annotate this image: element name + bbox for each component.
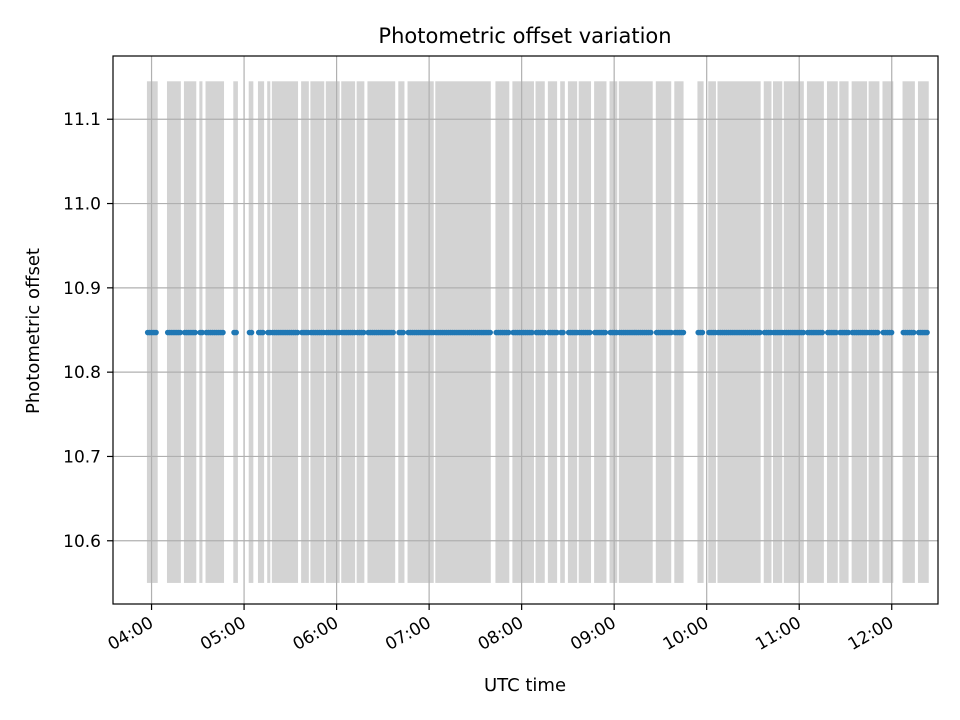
data-point-269: [819, 329, 826, 336]
data-point-95: [400, 329, 407, 336]
data-point-4: [153, 329, 159, 336]
data-point-308: [924, 329, 930, 336]
x-tick-label-3: 07:00: [382, 613, 434, 655]
data-point-162: [554, 329, 560, 336]
data-point-32: [248, 329, 255, 336]
data-point-164: [560, 329, 566, 336]
data-point-17: [192, 329, 198, 336]
x-tick-label-4: 08:00: [475, 613, 527, 655]
y-tick-label-0: 10.6: [63, 532, 101, 552]
x-axis-title: UTC time: [484, 675, 566, 696]
data-point-242: [757, 329, 763, 336]
y-axis: 10.6 10.7 10.8 10.9 11.0 11.1: [63, 110, 113, 552]
data-point-303: [910, 329, 917, 336]
x-tick-label-1: 05:00: [197, 613, 249, 655]
data-point-217: [699, 329, 706, 336]
x-tick-label-5: 09:00: [567, 613, 619, 655]
data-point-175: [587, 329, 593, 336]
data-point-214: [680, 329, 687, 336]
data-point-135: [487, 329, 493, 336]
plot-frame: [112, 55, 939, 605]
data-points: [144, 329, 930, 336]
data-point-292: [874, 329, 881, 336]
data-point-11: [177, 329, 184, 336]
data-point-92: [390, 329, 396, 336]
x-tick-label-2: 06:00: [290, 613, 342, 655]
data-point-79: [360, 329, 367, 336]
data-point-274: [833, 329, 839, 336]
x-tick-label-0: 04:00: [105, 613, 157, 655]
data-point-30: [233, 329, 239, 336]
data-point-50: [294, 329, 301, 336]
y-tick-label-5: 11.1: [63, 110, 101, 130]
data-point-152: [529, 329, 535, 336]
x-axis: 04:00 05:00 06:00 07:00 08:00 09:00 10:00 11:00…: [105, 604, 897, 655]
y-tick-label-1: 10.7: [63, 447, 101, 467]
data-point-142: [505, 329, 512, 336]
data-point-19: [199, 329, 206, 336]
data-point-209: [668, 329, 674, 336]
chart-title: Photometric offset variation: [378, 24, 671, 48]
grid: [113, 56, 938, 604]
x-tick-label-7: 11:00: [752, 613, 804, 655]
y-tick-label-2: 10.8: [63, 363, 101, 383]
data-point-261: [800, 329, 807, 336]
data-point-35: [260, 329, 266, 336]
y-tick-label-4: 11.0: [63, 195, 101, 215]
y-axis-title: Photometric offset: [23, 248, 44, 414]
x-tick-label-8: 12:00: [845, 613, 897, 655]
data-point-28: [220, 329, 226, 336]
data-point-279: [845, 329, 852, 336]
y-tick-label-3: 10.9: [63, 279, 101, 299]
data-point-201: [647, 329, 654, 336]
data-point-157: [541, 329, 548, 336]
x-tick-label-6: 10:00: [660, 613, 712, 655]
data-point-181: [602, 329, 609, 336]
data-point-297: [888, 329, 895, 336]
